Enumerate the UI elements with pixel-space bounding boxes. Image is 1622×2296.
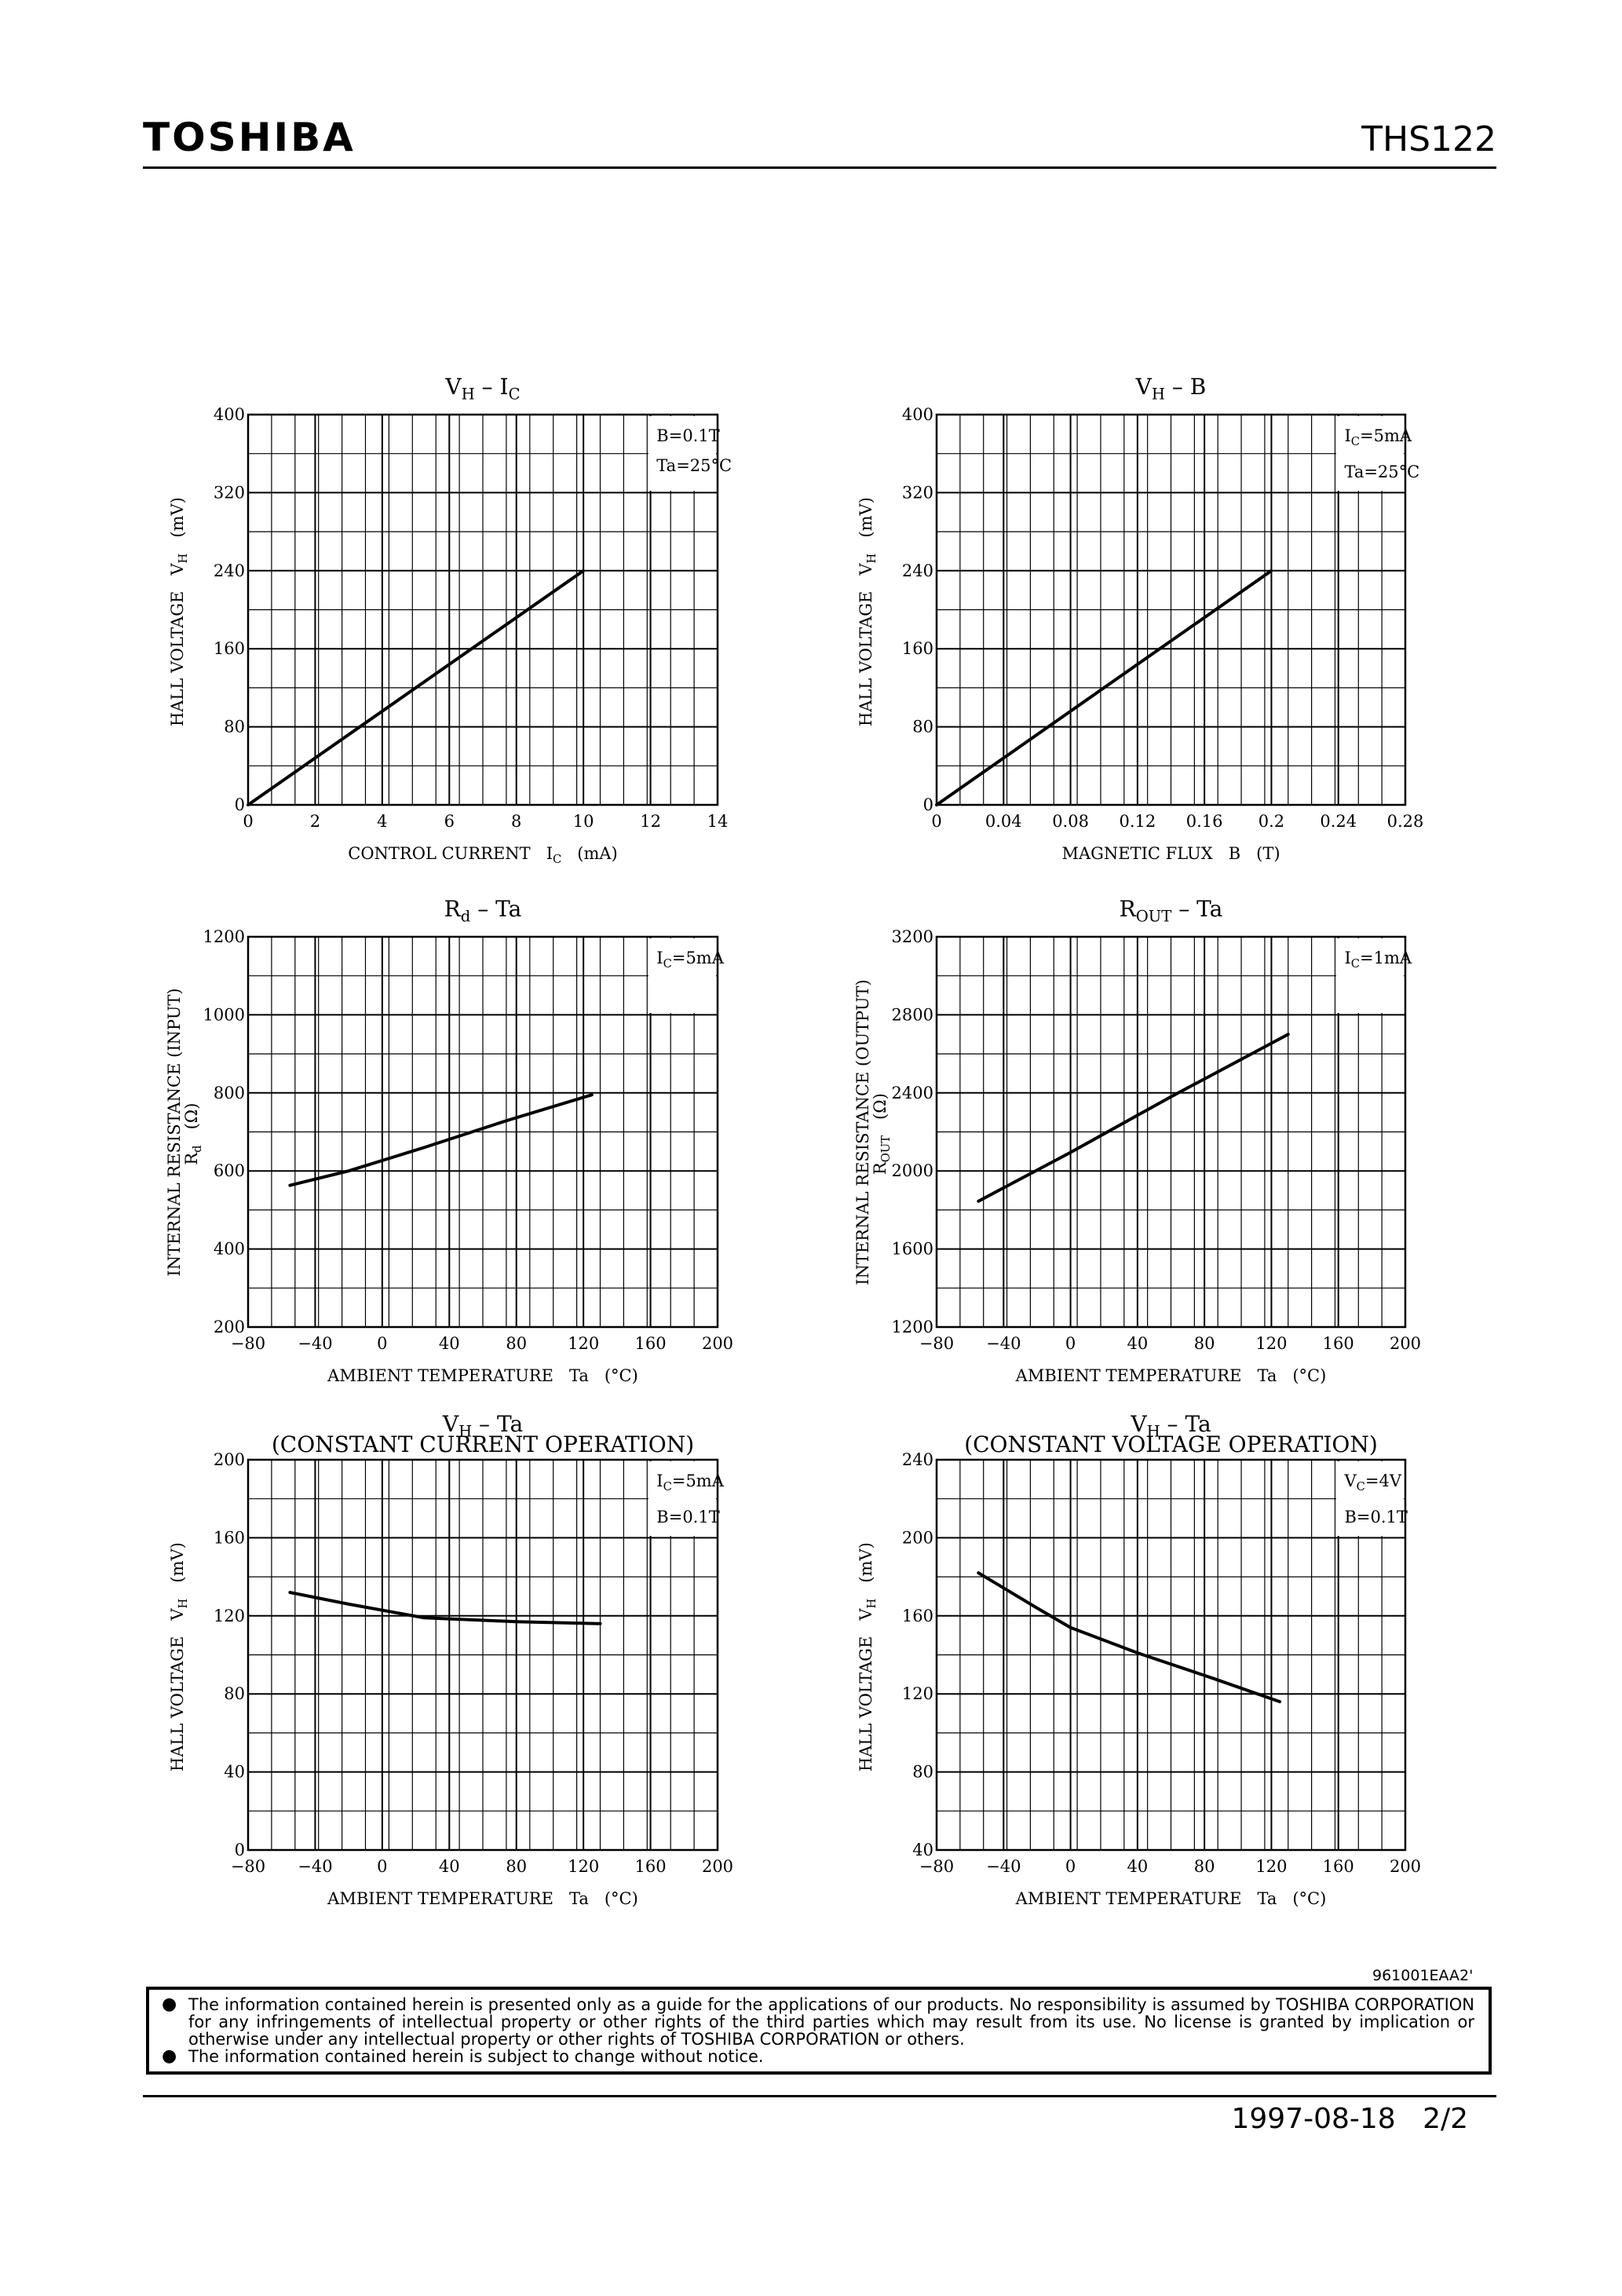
bullet-icon: ● xyxy=(162,2046,177,2066)
x-axis-label: AMBIENT TEMPERATURE Ta (°C) xyxy=(1015,1366,1327,1385)
x-tick-label: 160 xyxy=(1323,1857,1354,1876)
legend-entry: B=0.1T xyxy=(1344,1508,1408,1527)
x-axis-label: AMBIENT TEMPERATURE Ta (°C) xyxy=(1015,1889,1327,1908)
x-tick-label: 120 xyxy=(1255,1857,1287,1876)
chart-title: VH – B xyxy=(1135,374,1207,404)
x-axis-label: CONTROL CURRENT IC (mA) xyxy=(348,844,618,867)
x-tick-label: 80 xyxy=(1194,1857,1215,1876)
chart-title: VH – Ta xyxy=(1131,1411,1211,1441)
y-tick-label: 120 xyxy=(902,1684,933,1703)
footer-rule xyxy=(143,2095,1496,2097)
notice-text-1: The information contained herein is pres… xyxy=(188,1995,1474,2049)
x-tick-label: −80 xyxy=(919,1857,954,1876)
legend-box: B=0.1T Ta=25°C xyxy=(648,416,732,492)
header-brand: TOSHIBA xyxy=(143,115,356,160)
chart-vh-ta-voltage: −80 −40 0 40 80 120 160 200 40 80 120 160 200 240 VC=4… xyxy=(856,1411,1421,1908)
notice-box: ● The information contained herein is pr… xyxy=(146,1987,1492,2075)
x-tick-label: 200 xyxy=(1390,1857,1421,1876)
legend-box: IC=5mA Ta=25°C xyxy=(1336,416,1419,492)
chart-subtitle: (CONSTANT CURRENT OPERATION) xyxy=(271,1431,695,1457)
bullet-icon: ● xyxy=(162,1994,177,2014)
footer-date: 1997-08-18 xyxy=(1231,2103,1396,2135)
y-tick-label: 160 xyxy=(902,1607,933,1625)
chart-title: VH – Ta xyxy=(442,1411,524,1441)
header-rule xyxy=(143,166,1496,169)
x-axis-label: AMBIENT TEMPERATURE Ta (°C) xyxy=(327,1366,638,1385)
document-code: 961001EAA2' xyxy=(1372,1967,1474,1984)
legend-box: IC=5mA xyxy=(648,938,724,1014)
footer-page: 2/2 xyxy=(1423,2103,1468,2135)
y-tick-label: 80 xyxy=(912,1763,933,1782)
chart-title: VH – IC xyxy=(445,374,521,404)
notice-text-2: The information contained herein is subj… xyxy=(188,2047,764,2066)
y-tick-label: 200 xyxy=(902,1528,933,1547)
x-tick-label: 40 xyxy=(1127,1857,1148,1876)
x-tick-label: −40 xyxy=(986,1857,1021,1876)
x-axis-label: MAGNETIC FLUX B (T) xyxy=(1061,844,1280,863)
y-tick-label: 40 xyxy=(912,1841,933,1859)
plot-frame xyxy=(935,1458,1407,1852)
legend-box: IC=5mA B=0.1T xyxy=(648,1461,724,1537)
legend-entry: VC=4V xyxy=(1344,1472,1401,1494)
chart-title: Rd – Ta xyxy=(444,896,522,926)
x-axis-label: AMBIENT TEMPERATURE Ta (°C) xyxy=(327,1889,638,1908)
header-part-number: THS122 xyxy=(1361,119,1496,159)
chart-title: ROUT – Ta xyxy=(1119,896,1223,926)
footer-date-page: 1997-08-18 2/2 xyxy=(1232,2103,1469,2135)
legend-box: IC=1mA xyxy=(1336,938,1412,1014)
chart-subtitle: (CONSTANT VOLTAGE OPERATION) xyxy=(964,1431,1378,1457)
y-tick-label: 240 xyxy=(902,1450,933,1469)
legend-box: VC=4V B=0.1T xyxy=(1336,1461,1408,1537)
series-line xyxy=(977,1571,1282,1704)
x-tick-label: 0 xyxy=(1065,1857,1076,1876)
y-axis-label: HALL VOLTAGE VH (mV) xyxy=(856,1541,879,1771)
